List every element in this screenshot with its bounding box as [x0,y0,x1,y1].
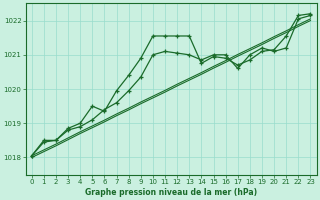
X-axis label: Graphe pression niveau de la mer (hPa): Graphe pression niveau de la mer (hPa) [85,188,257,197]
